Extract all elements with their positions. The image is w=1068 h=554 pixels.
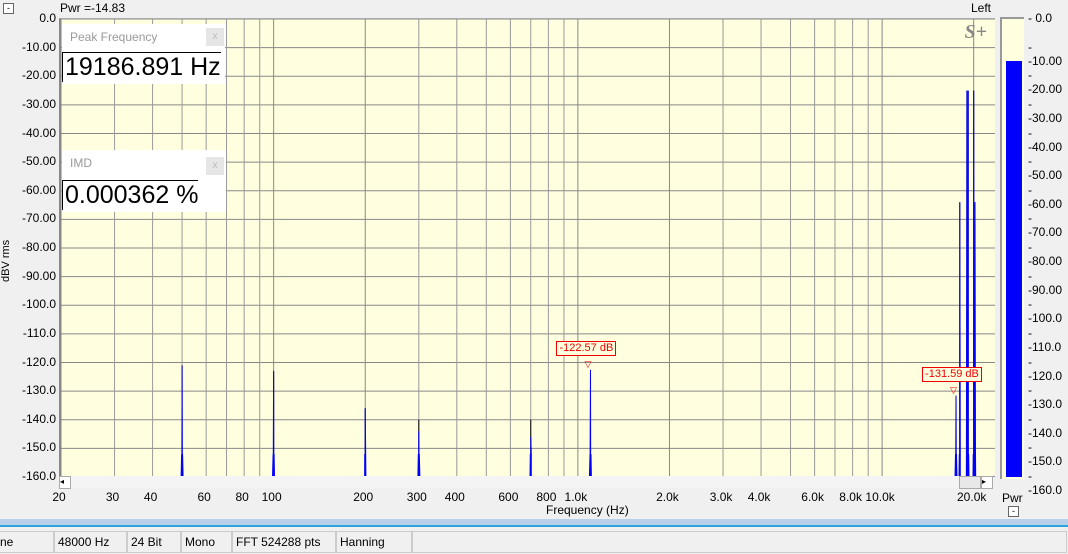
close-icon[interactable]: x (206, 157, 224, 175)
meter-tick-label: - -130.0 (1028, 383, 1063, 412)
meter-tick-label: - -140.0 (1028, 411, 1063, 440)
pwr-readout: Pwr =-14.83 (60, 1, 126, 15)
x-tick-label: 30 (105, 490, 120, 504)
y-tick-label: -20.00 (21, 68, 56, 83)
status-field: FFT 524288 pts (232, 531, 336, 553)
meter-tick-label: - -70.00 (1028, 211, 1063, 240)
imd-window[interactable]: IMD x 0.000362 % (62, 150, 226, 212)
logo: S+ (964, 21, 987, 43)
scroll-left-button[interactable]: ◂ (59, 476, 71, 489)
y-tick-label: -120.0 (21, 354, 56, 369)
x-tick-label: 6.0k (801, 490, 824, 504)
x-axis-label: Frequency (Hz) (546, 503, 629, 517)
peak-marker-label[interactable]: -131.59 dB (922, 366, 982, 382)
x-tick-label: 8.0k (839, 490, 862, 504)
spectrum-plot: S+ (59, 18, 995, 478)
meter-tick-label: - -40.00 (1028, 125, 1063, 154)
x-tick-label: 4.0k (747, 490, 771, 504)
spectrum-trace (61, 90, 995, 478)
channel-label: Left (971, 1, 992, 15)
meter-tick-label: - -160.0 (1028, 469, 1063, 497)
y-tick-label: -60.00 (21, 182, 56, 197)
meter-tick-label: - -20.00 (1028, 68, 1063, 97)
close-icon[interactable]: x (206, 28, 224, 46)
y-tick-label: -110.0 (22, 325, 56, 340)
x-tick-label: 600 (498, 490, 519, 504)
y-tick-label: -50.00 (21, 154, 56, 169)
meter-tick-label: - -30.00 (1028, 96, 1063, 125)
y-tick-label: 0.0 (39, 11, 56, 25)
meter-tick-label: - -120.0 (1028, 354, 1063, 383)
status-field: 48000 Hz (54, 531, 127, 553)
x-tick-label: 100 (261, 490, 282, 504)
x-tick-label: 10.0k (865, 490, 895, 504)
spectrum-svg (60, 18, 995, 478)
y-tick-label: -30.00 (21, 96, 56, 111)
x-tick-label: 1.0k (564, 490, 588, 504)
y-tick-label: -10.00 (21, 39, 56, 54)
horizontal-scrollbar[interactable]: ◂ ▸ (59, 476, 993, 489)
meter-tick-label: - -110.0 (1028, 325, 1062, 354)
y-tick-label: -160.0 (21, 469, 56, 483)
y-tick-label: -150.0 (21, 440, 56, 455)
meter-tick-label: - -10.00 (1028, 39, 1063, 68)
meter-tick-label: - -150.0 (1028, 440, 1063, 469)
collapse-button[interactable]: - (3, 3, 14, 14)
status-field: 24 Bit (127, 531, 181, 553)
level-meter (1000, 17, 1024, 479)
x-tick-label: 40 (143, 490, 158, 504)
x-tick-label: 800 (536, 490, 557, 504)
meter-tick-label: - -100.0 (1028, 297, 1063, 326)
meter-tick-label: - 0.0 (1028, 11, 1053, 25)
y-tick-label: -100.0 (21, 297, 56, 312)
status-field: Mono (181, 531, 232, 553)
x-tick-label: 300 (406, 490, 427, 504)
splitter[interactable] (0, 519, 1068, 527)
x-tick-label: 400 (444, 490, 465, 504)
meter-tick-label: - -50.00 (1028, 154, 1063, 183)
x-tick-label: 20 (52, 490, 66, 504)
x-tick-label: 60 (197, 490, 211, 504)
status-field: ne (0, 531, 54, 553)
x-tick-label: 20.0k (957, 490, 987, 504)
x-tick-label: 80 (235, 490, 249, 504)
marker-triangle-icon: ▽ (950, 384, 957, 395)
x-tick-label: 2.0k (656, 490, 679, 504)
y-tick-label: -130.0 (21, 383, 56, 398)
meter-tick-label: - -80.00 (1028, 240, 1063, 268)
y-tick-label: -80.00 (21, 240, 56, 254)
y-tick-label: -70.00 (21, 211, 56, 226)
level-meter-fill (1006, 61, 1022, 477)
imd-title: IMD (70, 156, 92, 170)
x-tick-label: 3.0k (709, 490, 733, 504)
imd-value: 0.000362 % (62, 180, 199, 210)
scroll-thumb[interactable] (959, 476, 981, 489)
meter-collapse-button[interactable]: - (1008, 506, 1019, 517)
y-tick-label: -40.00 (21, 125, 56, 140)
x-tick-label: 200 (353, 490, 374, 504)
meter-tick-label: - -60.00 (1028, 182, 1063, 211)
meter-tick-label: - -90.00 (1028, 268, 1063, 297)
y-tick-label: -90.00 (21, 268, 56, 283)
y-tick-label: -140.0 (21, 411, 56, 426)
status-field-empty (412, 531, 1067, 553)
marker-triangle-icon: ▽ (584, 358, 592, 369)
peak-frequency-window[interactable]: Peak Frequency x 19186.891 Hz (62, 24, 225, 84)
level-meter-label: Pwr (1002, 491, 1023, 505)
scroll-right-button[interactable]: ▸ (981, 476, 993, 489)
peak-frequency-title: Peak Frequency (70, 30, 158, 44)
status-field: Hanning (336, 531, 412, 553)
peak-marker-label[interactable]: -122.57 dB (556, 340, 617, 356)
peak-frequency-value: 19186.891 Hz (62, 52, 221, 82)
